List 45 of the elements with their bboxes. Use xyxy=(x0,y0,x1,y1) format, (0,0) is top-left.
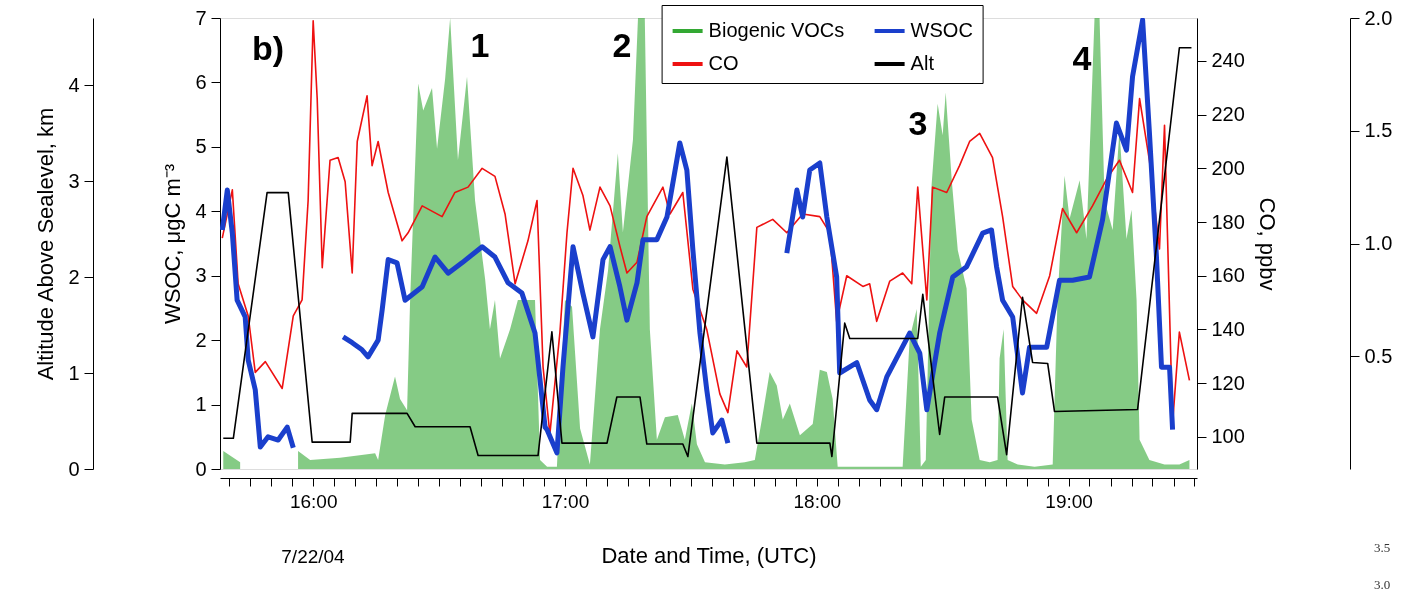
y-tick-label: 2.0 xyxy=(1364,6,1393,29)
y3-axis-title: Altitude Above Sealevel, km xyxy=(33,107,59,381)
y-tick-label: 7 xyxy=(195,6,207,29)
y2-axis-title: CO, ppbv xyxy=(1254,197,1280,291)
y-tick-label: 1 xyxy=(195,393,207,416)
y-tick-label: 4 xyxy=(195,199,207,222)
y2-tick-label: 180 xyxy=(1211,210,1245,233)
legend-label: WSOC xyxy=(910,19,973,41)
y-tick-label: 5 xyxy=(195,135,207,158)
y2-tick-label: 220 xyxy=(1211,103,1245,126)
annotation: 2 xyxy=(612,26,632,64)
y2-tick-label: 200 xyxy=(1211,156,1245,179)
annotation: 4 xyxy=(1072,39,1092,77)
legend-label: Biogenic VOCs xyxy=(708,19,845,41)
y2-tick-label: 100 xyxy=(1211,425,1245,448)
y-tick-label: 2 xyxy=(195,328,207,351)
y2-tick-label: 240 xyxy=(1211,49,1245,72)
text: 3.5 xyxy=(1373,540,1391,555)
x-tick-label: 16:00 xyxy=(289,490,338,512)
x-axis-title: Date and Time, (UTC) xyxy=(601,542,817,568)
y3-tick-label: 2 xyxy=(68,265,80,288)
y2-tick-label: 140 xyxy=(1211,317,1245,340)
x-tick-label: 17:00 xyxy=(541,490,590,512)
y-axis-title: WSOC, μgC m⁻³ xyxy=(160,163,186,325)
y2-tick-label: 120 xyxy=(1211,371,1245,394)
legend-label: CO xyxy=(708,52,739,74)
text: 3.0 xyxy=(1373,577,1391,592)
y-tick-label: 1.5 xyxy=(1364,119,1393,142)
y3-tick-label: 0 xyxy=(68,457,80,480)
y3-tick-label: 3 xyxy=(68,169,80,192)
annotation: 1 xyxy=(470,26,490,64)
annotation: b) xyxy=(251,29,285,67)
y-tick-label: 0 xyxy=(195,457,207,480)
y3-tick-label: 1 xyxy=(68,361,80,384)
x-tick-label: 19:00 xyxy=(1045,490,1093,512)
y-tick-label: 1.0 xyxy=(1364,232,1393,254)
y2-tick-label: 160 xyxy=(1211,264,1245,287)
legend-label: Alt xyxy=(910,52,935,74)
text: 7/22/04 xyxy=(281,546,346,567)
x-tick-label: 18:00 xyxy=(793,490,842,512)
y-tick-label: 3 xyxy=(195,264,207,287)
y-tick-label: 6 xyxy=(195,70,207,93)
y-tick-label: 0.5 xyxy=(1364,344,1393,367)
y3-tick-label: 4 xyxy=(68,73,80,96)
annotation: 3 xyxy=(908,104,928,142)
